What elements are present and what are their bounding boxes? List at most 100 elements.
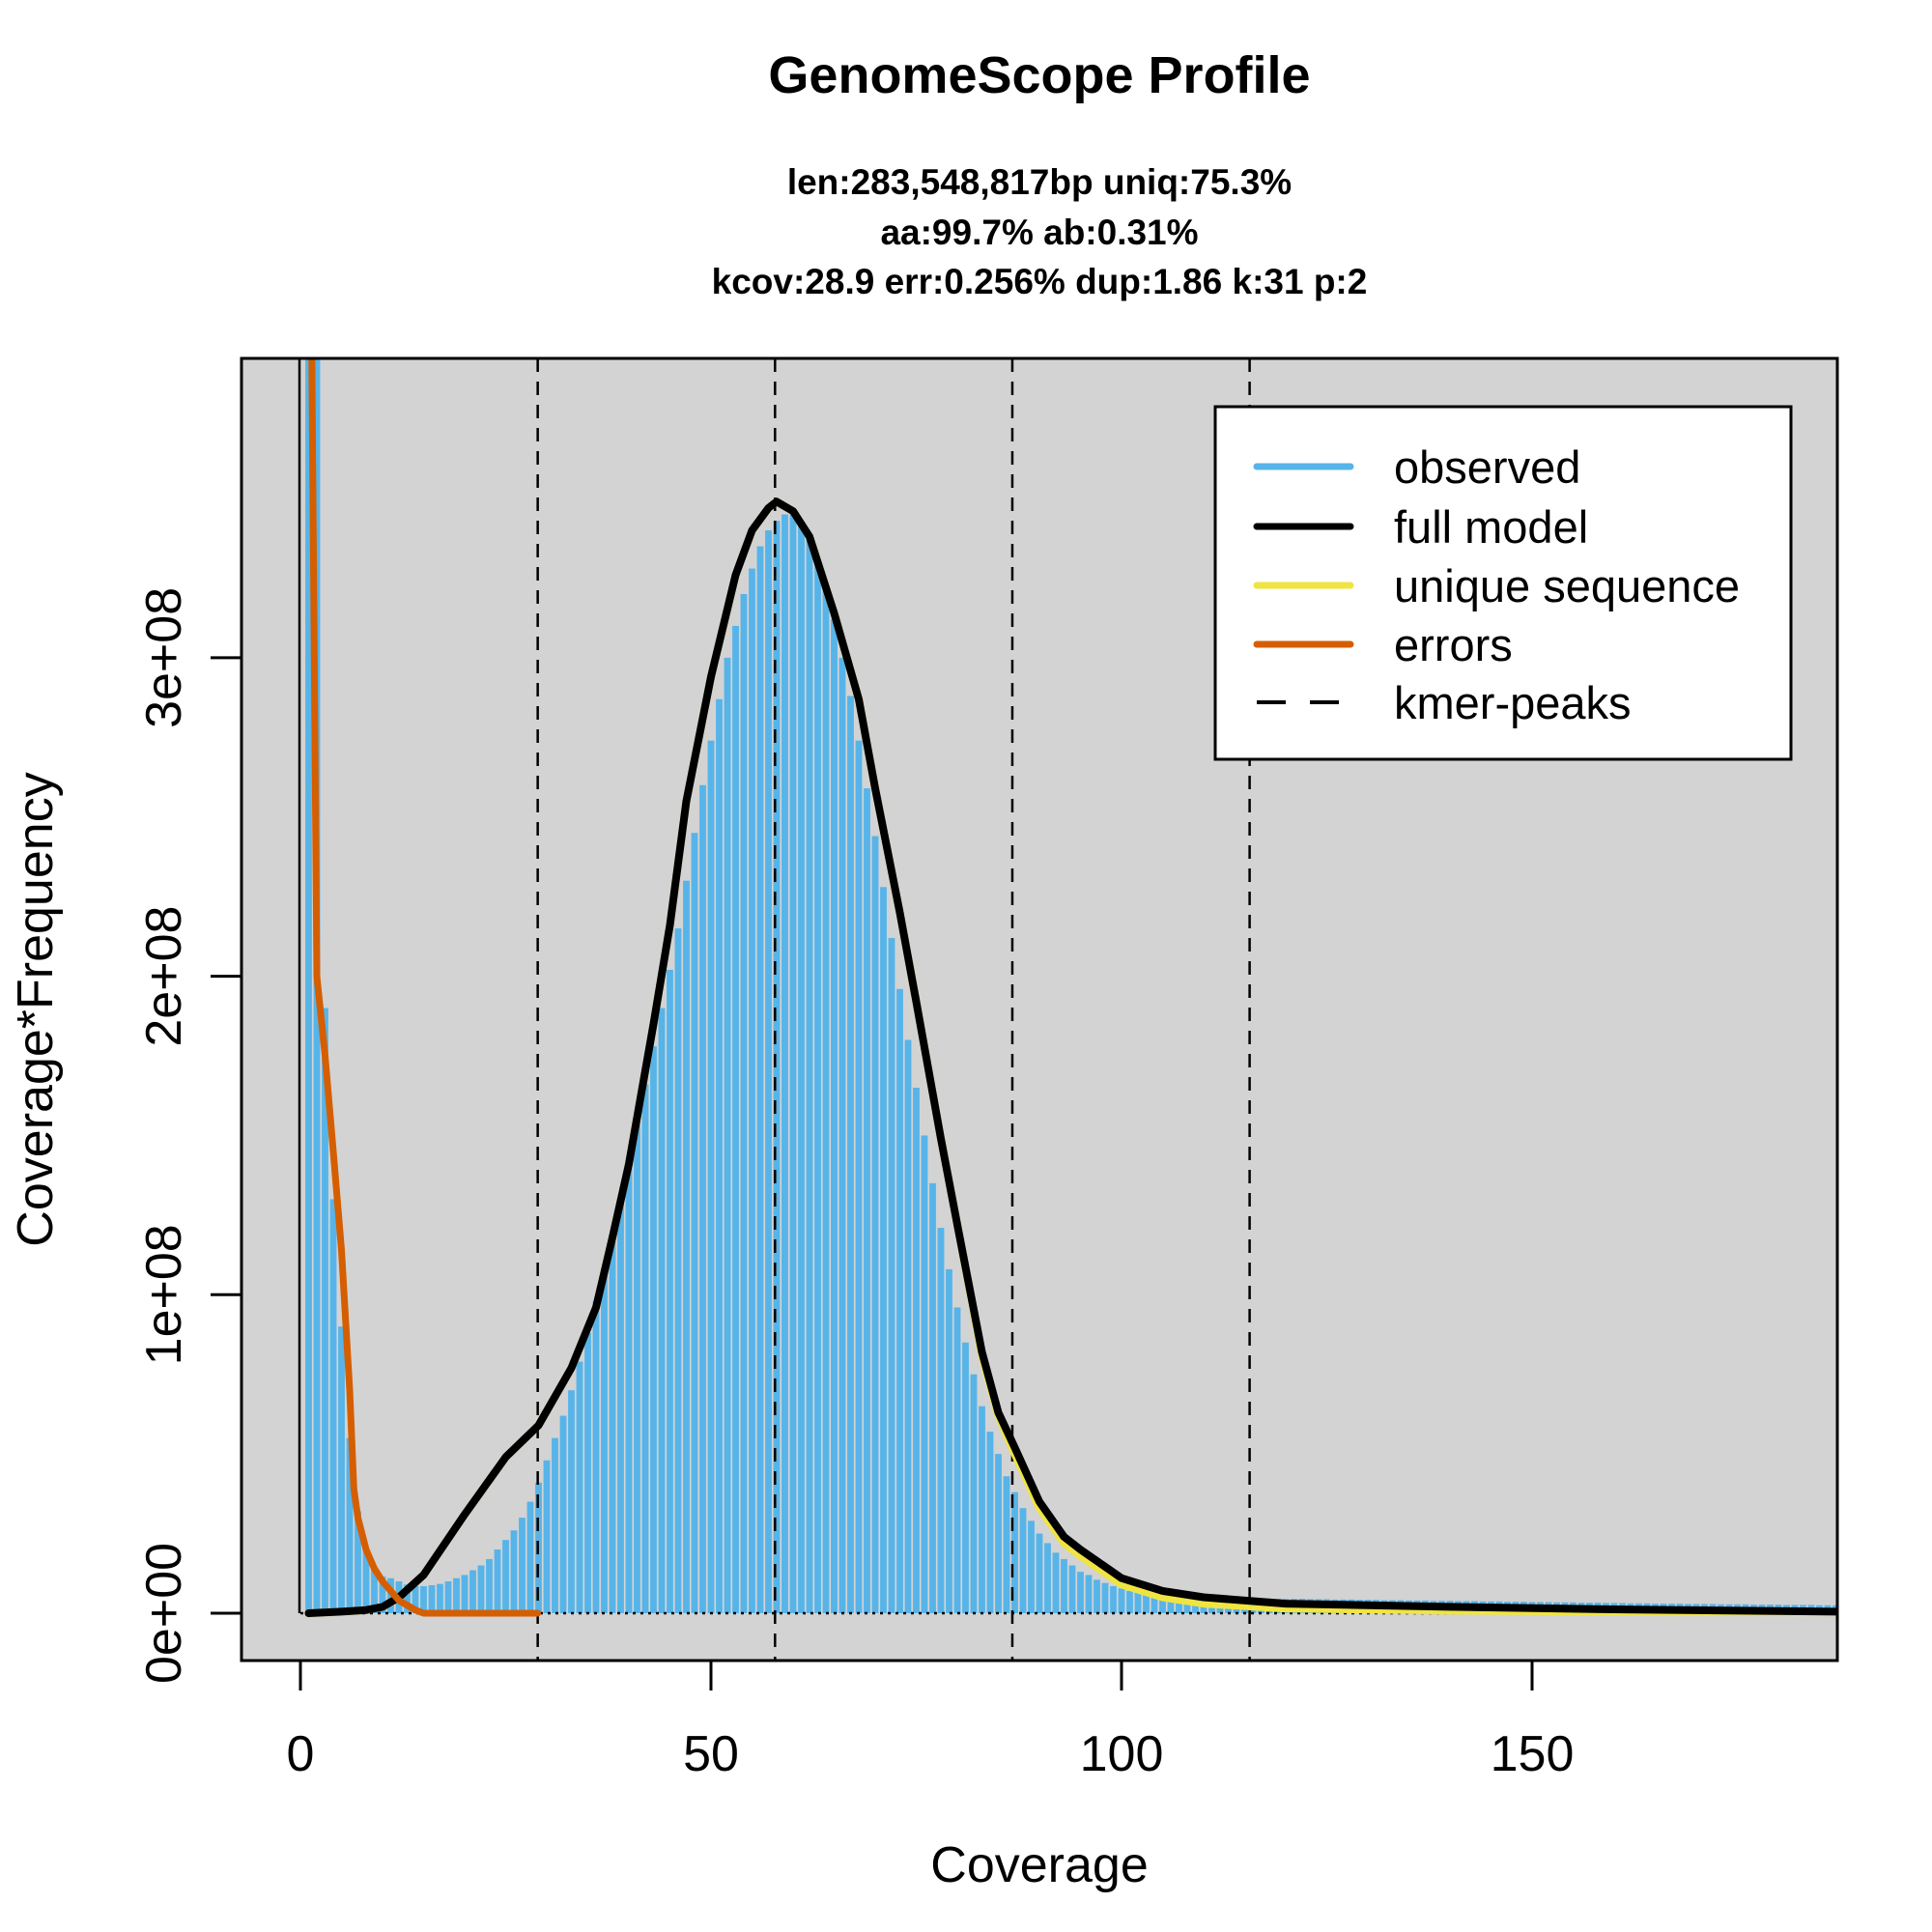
- observed-bar: [749, 568, 755, 1613]
- observed-bar: [510, 1530, 518, 1613]
- observed-bar: [1176, 1597, 1182, 1613]
- observed-bar: [937, 1228, 945, 1613]
- observed-bar: [362, 1549, 370, 1613]
- observed-bar: [617, 1199, 624, 1613]
- observed-bar: [469, 1570, 476, 1613]
- observed-bar: [953, 1307, 961, 1613]
- x-tick-label: 0: [287, 1726, 315, 1782]
- y-tick-label: 1e+08: [136, 1224, 192, 1365]
- observed-bar: [329, 1199, 337, 1613]
- observed-bar: [831, 619, 838, 1614]
- observed-bar: [667, 970, 673, 1613]
- observed-bar: [1085, 1575, 1093, 1613]
- y-tick-label: 0e+00: [136, 1543, 192, 1684]
- observed-bar: [625, 1160, 633, 1613]
- observed-bar: [732, 625, 739, 1613]
- legend-entry-unique-sequence: unique sequence: [1253, 560, 1740, 611]
- observed-bar: [559, 1415, 567, 1613]
- legend-entry-full-model: full model: [1253, 501, 1588, 553]
- observed-bar: [789, 514, 797, 1614]
- y-tick-label: 3e+08: [136, 587, 192, 728]
- observed-bar: [773, 521, 781, 1613]
- x-axis-label: Coverage: [930, 1837, 1148, 1893]
- observed-bar: [674, 928, 682, 1613]
- x-tick-label: 100: [1080, 1726, 1164, 1782]
- observed-bar: [847, 696, 854, 1613]
- observed-bar: [1183, 1597, 1191, 1613]
- observed-bar: [592, 1300, 600, 1613]
- observed-bar: [494, 1549, 501, 1613]
- observed-bar: [913, 1087, 920, 1613]
- observed-bar: [609, 1234, 616, 1613]
- observed-bar: [437, 1583, 443, 1613]
- legend-label: full model: [1394, 501, 1588, 553]
- legend-entry-kmer-peaks: kmer-peaks: [1257, 677, 1632, 728]
- observed-bar: [946, 1268, 952, 1613]
- observed-bar: [871, 836, 879, 1613]
- observed-bar: [322, 1008, 328, 1613]
- observed-bar: [641, 1084, 649, 1613]
- observed-bar: [477, 1565, 485, 1613]
- observed-bar: [1094, 1579, 1100, 1613]
- y-axis: 0e+00 1e+08 2e+08 3e+08: [136, 587, 242, 1684]
- observed-bar: [404, 1584, 411, 1613]
- observed-bar: [1126, 1590, 1133, 1613]
- observed-bar: [526, 1501, 534, 1613]
- observed-bar: [740, 593, 748, 1614]
- observed-bar: [781, 514, 788, 1614]
- observed-bar: [568, 1390, 575, 1613]
- observed-bar: [838, 657, 846, 1613]
- legend-entry-observed: observed: [1253, 441, 1580, 493]
- observed-bar: [979, 1406, 985, 1613]
- legend-label: kmer-peaks: [1394, 677, 1632, 728]
- y-axis-label: Coverage*Frequency: [8, 772, 64, 1246]
- observed-bar: [371, 1568, 378, 1613]
- full-model-line: [304, 497, 1837, 1617]
- observed-bar: [798, 524, 805, 1613]
- observed-bar: [691, 833, 698, 1613]
- observed-bar: [1019, 1508, 1027, 1613]
- observed-bar: [888, 938, 895, 1613]
- observed-bar: [658, 1008, 666, 1613]
- observed-bar: [716, 698, 723, 1613]
- x-axis: 0 50 100 150: [287, 1659, 1575, 1782]
- observed-bar: [1118, 1588, 1125, 1613]
- observed-bar: [724, 657, 731, 1613]
- observed-bar: [1028, 1520, 1035, 1613]
- observed-bar: [519, 1518, 526, 1613]
- model-lines: [304, 358, 1837, 1617]
- observed-bar: [379, 1577, 386, 1613]
- observed-bar: [962, 1342, 969, 1613]
- x-tick-label: 150: [1491, 1726, 1575, 1782]
- observed-bar: [1167, 1597, 1175, 1613]
- plot-layer: [298, 358, 1837, 1661]
- chart-subtitle-line-3: kcov:28.9 err:0.256% dup:1.86 k:31 p:2: [712, 262, 1368, 301]
- observed-bar: [864, 788, 870, 1613]
- observed-bar: [1003, 1476, 1010, 1613]
- observed-bar: [970, 1374, 978, 1613]
- observed-bar: [896, 988, 903, 1613]
- observed-bar: [453, 1577, 460, 1613]
- observed-bar: [699, 784, 706, 1613]
- legend-entry-errors: errors: [1253, 619, 1513, 670]
- observed-bar: [305, 358, 312, 1613]
- x-tick-label: 50: [683, 1726, 739, 1782]
- observed-bar: [1068, 1565, 1076, 1613]
- observed-bar: [502, 1540, 509, 1613]
- errors-line: [308, 358, 542, 1617]
- observed-bar: [486, 1558, 493, 1613]
- observed-bar: [929, 1182, 936, 1613]
- observed-bar: [1110, 1585, 1117, 1613]
- legend-label: errors: [1394, 619, 1513, 670]
- observed-bar: [1134, 1592, 1142, 1613]
- observed-bar: [601, 1268, 608, 1613]
- observed-bar: [420, 1585, 427, 1613]
- observed-bar: [428, 1584, 436, 1613]
- legend-label: observed: [1394, 441, 1580, 493]
- observed-bar: [1044, 1543, 1051, 1613]
- observed-bar: [1077, 1572, 1084, 1613]
- observed-bar: [921, 1135, 928, 1613]
- observed-bar: [1011, 1492, 1018, 1613]
- observed-bar: [355, 1511, 361, 1613]
